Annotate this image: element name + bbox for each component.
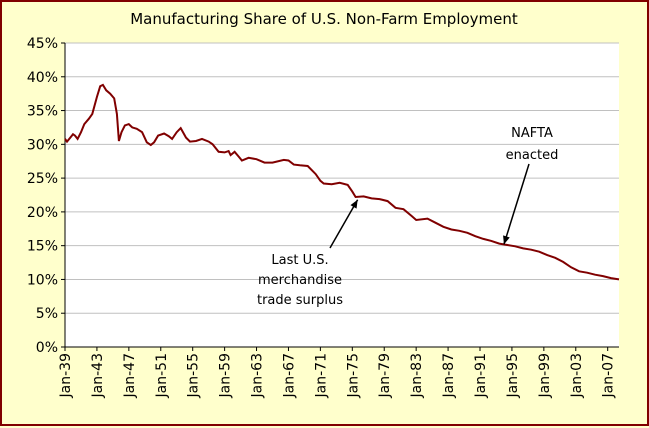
x-tick-label: Jan-83 (409, 353, 425, 398)
x-tick-label: Jan-07 (601, 353, 617, 398)
annotation-arrowhead (350, 199, 358, 209)
x-tick-label: Jan-63 (250, 353, 266, 398)
x-tick-label: Jan-47 (122, 353, 138, 398)
annotation-text: merchandise (258, 273, 342, 288)
y-tick-label: 0% (36, 340, 58, 356)
x-tick-label: Jan-43 (90, 353, 106, 398)
x-tick-label: Jan-39 (58, 353, 74, 398)
annotation-text: NAFTA (511, 126, 553, 141)
x-tick-label: Jan-99 (537, 353, 553, 398)
y-tick-label: 5% (36, 306, 58, 322)
x-tick-label: Jan-79 (377, 353, 393, 398)
annotation-arrow (503, 163, 530, 245)
annotation-text: enacted (506, 148, 559, 163)
y-tick-label: 35% (27, 104, 58, 120)
y-tick-label: 30% (27, 137, 58, 153)
chart-title: Manufacturing Share of U.S. Non-Farm Emp… (130, 10, 518, 28)
x-tick-label: Jan-87 (441, 353, 457, 398)
y-tick-label: 40% (27, 70, 58, 86)
x-tick-label: Jan-91 (473, 353, 489, 398)
x-tick-label: Jan-51 (154, 353, 170, 398)
x-tick-label: Jan-03 (569, 353, 585, 398)
plot-area (65, 43, 619, 347)
series-line (64, 83, 620, 281)
x-tick-label: Jan-67 (281, 353, 297, 398)
y-tick-label: 20% (27, 205, 58, 221)
annotation: Last U.S. merchandise trade surplus (257, 199, 359, 308)
y-tick-label: 25% (27, 171, 58, 187)
x-tick-label: Jan-59 (218, 353, 234, 398)
annotation: NAFTA enacted (503, 126, 559, 245)
x-tick-label: Jan-55 (186, 353, 202, 398)
annotation-text: trade surplus (257, 293, 343, 308)
x-tick-label: Jan-75 (345, 353, 361, 398)
y-tick-label: 15% (27, 239, 58, 255)
annotation-arrow (329, 199, 359, 249)
annotation-text: Last U.S. (271, 253, 328, 268)
y-tick-label: 10% (27, 272, 58, 288)
manufacturing-share-line-chart: Manufacturing Share of U.S. Non-Farm Emp… (27, 10, 620, 398)
y-tick-label: 45% (27, 36, 58, 52)
x-tick-label: Jan-95 (505, 353, 521, 398)
annotation-arrowhead (503, 235, 510, 245)
x-tick-label: Jan-71 (313, 353, 329, 398)
